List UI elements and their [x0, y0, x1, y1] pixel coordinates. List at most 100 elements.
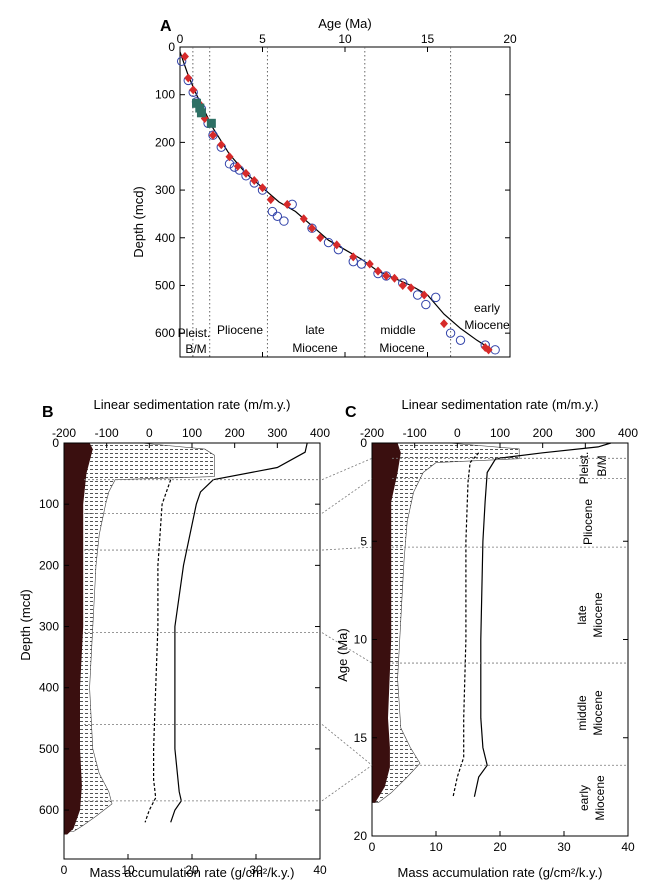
panel-a-diamond-point	[308, 223, 316, 233]
panel-b-bottom-tick-label: 10	[121, 863, 135, 877]
panel-b-bottom-tick-label: 30	[249, 863, 263, 877]
panel-b-bottom-axis-title: Mass accumulation rate (g/cm²/k.y.)	[90, 865, 295, 880]
panel-b-top-axis-title: Linear sedimentation rate (m/m.y.)	[94, 397, 291, 412]
panel-b-lithogenic-fill	[63, 442, 215, 832]
panel-a-diamond-point	[349, 252, 358, 262]
panel-b-bottom-tick-label: 20	[185, 863, 199, 877]
panel-a-diamond-point	[420, 290, 429, 300]
panel-a-square-point	[192, 98, 201, 108]
panel-c-y-tick-label: 0	[360, 436, 367, 450]
panel-c-bottom-tick-label: 0	[369, 840, 376, 854]
panel-a-epoch-label: early	[474, 301, 500, 315]
panel-b-carbonate-fill	[64, 443, 93, 835]
panel-a-circle-point	[455, 335, 466, 346]
panel-a-diamond-point	[258, 183, 267, 193]
panel-b-y-tick-label: 400	[39, 681, 59, 695]
panel-c-bottom-tick-label: 20	[493, 840, 507, 854]
panel-c-epoch-label: late	[575, 605, 589, 625]
panel-a-diamond-point	[440, 319, 448, 329]
panel-a: A Age (Ma) Depth (mcd) 0 5 10 15 20010020030…	[131, 16, 517, 358]
panel-b-top-tick-label: 0	[146, 426, 153, 440]
panel-a-epoch-label: Miocene	[464, 318, 510, 332]
panel-c-epoch-label: middle	[575, 695, 589, 731]
panel-c-carbonate-fill	[372, 443, 401, 803]
panel-b-y-tick-label: 0	[52, 436, 59, 450]
panel-c-top-axis-title: Linear sedimentation rate (m/m.y.)	[402, 397, 599, 412]
panel-a-circle-point	[421, 299, 431, 310]
panel-c-lithogenic-fill	[371, 442, 520, 803]
panel-a-circle-point	[279, 216, 289, 226]
panel-c: C Linear sedimentation rate (m/m.y.) Mas…	[335, 397, 638, 880]
panel-a-square-point	[196, 108, 206, 118]
panel-a-y-tick-label: 400	[155, 231, 175, 245]
panel-a-y-tick-label: 100	[155, 88, 175, 102]
panel-b-lsr-dashed-line	[144, 479, 172, 823]
panel-a-diamond-point	[242, 168, 250, 178]
panel-b-top-tick-label: 200	[225, 426, 245, 440]
panel-c-bottom-tick-label: 10	[429, 840, 443, 854]
b-to-c-connector-line	[321, 457, 373, 481]
panel-a-y-tick-label: 500	[155, 278, 175, 292]
panel-c-y-tick-label: 5	[360, 534, 367, 548]
panel-a-diamond-point	[209, 130, 217, 140]
panel-a-diamond-point	[365, 259, 374, 269]
panel-a-y-tick-label: 0	[168, 40, 175, 54]
panel-a-circle-point	[445, 328, 456, 338]
panel-a-circle-point	[431, 292, 441, 303]
panel-b-bottom-tick-label: 40	[313, 863, 327, 877]
panel-c-y-tick-label: 15	[354, 731, 368, 745]
panel-c-y-tick-label: 20	[354, 829, 368, 843]
panel-c-bottom-tick-label: 40	[621, 840, 635, 854]
panel-b-y-tick-label: 600	[39, 803, 59, 817]
panel-b-y-axis-title: Depth (mcd)	[18, 589, 33, 661]
panel-a-x-tick-label: 10	[338, 32, 352, 46]
panel-c-epoch-label: Miocene	[591, 592, 605, 638]
panel-b-y-tick-label: 300	[39, 620, 59, 634]
panel-a-diamond-point	[382, 271, 391, 281]
panel-c-lsr-solid-line	[473, 442, 612, 797]
panel-a-epoch-label: Miocene	[379, 341, 425, 355]
panel-c-bottom-axis-title: Mass accumulation rate (g/cm²/k.y.)	[398, 865, 603, 880]
panel-a-diamond-point	[233, 161, 242, 171]
panel-a-diamond-point	[374, 266, 382, 276]
panel-c-top-tick-label: -200	[360, 426, 384, 440]
panel-c-epoch-label: Pliocene	[581, 499, 595, 545]
panel-a-diamond-point	[484, 345, 493, 355]
panel-c-lsr-dashed-line	[452, 452, 480, 797]
panel-a-epoch-label: B/M	[185, 342, 206, 356]
b-to-c-connector-line	[321, 632, 373, 664]
panel-b-top-tick-label: -100	[95, 426, 119, 440]
panel-a-square-point	[195, 103, 205, 113]
panel-a-diamond-point	[299, 214, 308, 224]
panel-c-epoch-label: early	[577, 785, 591, 811]
panel-a-diamond-point	[283, 199, 292, 209]
panel-a-y-tick-label: 300	[155, 183, 175, 197]
panel-a-circle-point	[272, 211, 283, 222]
panel-b-lsr-solid-line	[170, 442, 308, 823]
panel-c-top-tick-label: 300	[575, 426, 595, 440]
panel-a-age-depth-curve	[179, 51, 493, 351]
panel-a-epoch-label: middle	[380, 323, 416, 337]
panel-letter-c: C	[345, 404, 357, 421]
panel-a-diamond-point	[407, 283, 415, 293]
b-to-c-connector-line	[321, 478, 373, 514]
panel-a-x-axis-title: Age (Ma)	[318, 16, 371, 31]
panel-a-circle-point	[267, 206, 278, 217]
panel-a-y-axis-title: Depth (mcd)	[131, 186, 146, 258]
panel-c-top-tick-label: 400	[618, 426, 638, 440]
panel-b: B Linear sedimentation rate (m/m.y.) Mas…	[18, 397, 330, 880]
panel-b-top-tick-label: 100	[182, 426, 202, 440]
panel-a-circle-point	[356, 259, 367, 269]
panel-a-y-tick-label: 600	[155, 326, 175, 340]
panel-c-epoch-label: B/M	[595, 455, 609, 476]
b-to-c-connector-line	[321, 724, 373, 766]
panel-c-top-tick-label: 0	[454, 426, 461, 440]
panel-c-top-tick-label: -100	[403, 426, 427, 440]
panel-a-diamond-point	[217, 140, 226, 150]
panel-a-epoch-label: Pleist.	[178, 326, 211, 340]
panel-a-diamond-point	[316, 233, 325, 243]
panel-c-y-tick-label: 10	[354, 633, 368, 647]
panel-a-x-tick-label: 0	[177, 32, 184, 46]
panel-c-epoch-label: Miocene	[591, 690, 605, 736]
